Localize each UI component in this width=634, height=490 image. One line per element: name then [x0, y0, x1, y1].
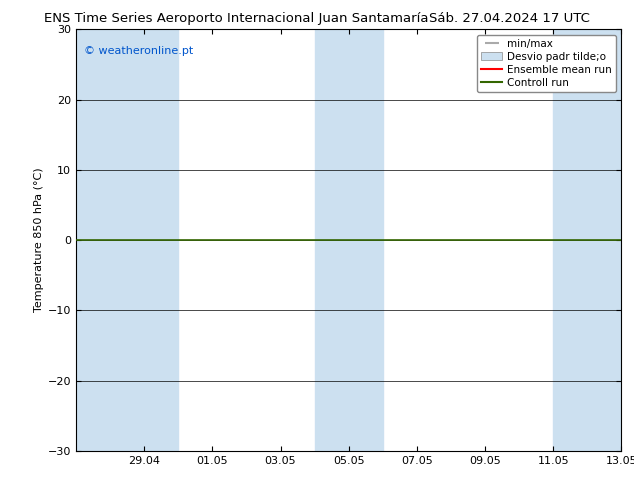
Bar — [314, 29, 383, 451]
Bar — [76, 29, 178, 451]
Text: © weatheronline.pt: © weatheronline.pt — [84, 46, 193, 56]
Text: ENS Time Series Aeroporto Internacional Juan Santamaría: ENS Time Series Aeroporto Internacional … — [44, 12, 429, 25]
Legend: min/max, Desvio padr tilde;o, Ensemble mean run, Controll run: min/max, Desvio padr tilde;o, Ensemble m… — [477, 35, 616, 92]
Text: Sáb. 27.04.2024 17 UTC: Sáb. 27.04.2024 17 UTC — [429, 12, 590, 25]
Bar — [553, 29, 621, 451]
Y-axis label: Temperature 850 hPa (°C): Temperature 850 hPa (°C) — [34, 168, 44, 313]
